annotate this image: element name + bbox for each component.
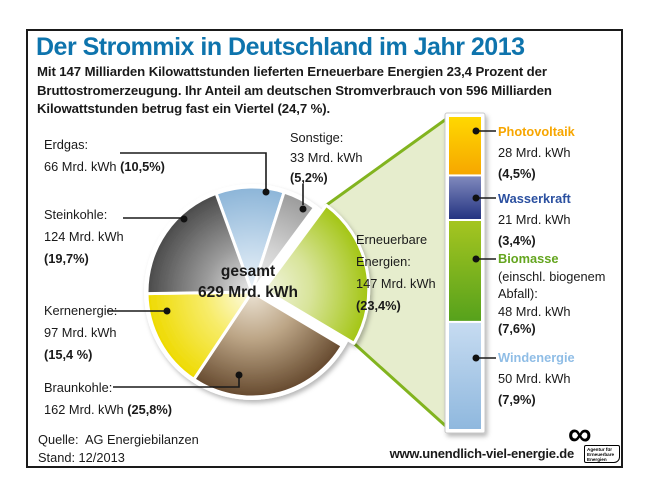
pie-slice-erneuerbare — [262, 203, 371, 345]
label-kernenergie-value: 97 Mrd. kWh — [44, 325, 117, 340]
label-erneuerbare-name1: Erneuerbare — [356, 232, 428, 247]
aee-logo-line3: Energien — [587, 457, 607, 463]
label-wasserkraft-pct: (3,4%) — [498, 233, 536, 248]
callout-lines — [107, 127, 496, 388]
aee-logo-line1: Agentur für — [587, 447, 613, 452]
label-biomasse-name: Biomasse — [498, 251, 559, 266]
label-biomasse: Biomasse (einschl. biogenem Abfall): 48 … — [498, 250, 605, 338]
renewables-bar — [444, 112, 486, 434]
pie — [144, 184, 371, 400]
label-biomasse-pct: (7,6%) — [498, 321, 536, 336]
page-title: Der Strommix in Deutschland im Jahr 2013 — [36, 33, 525, 61]
label-sonstige-value: 33 Mrd. kWh — [290, 150, 363, 165]
label-photovoltaik-name: Photovoltaik — [498, 124, 575, 139]
label-photovoltaik-value: 28 Mrd. kWh — [498, 145, 571, 160]
pie-slice-steinkohle — [145, 191, 254, 296]
pie-slice-sonstige — [250, 190, 316, 294]
bar-segment-biomasse — [449, 221, 481, 321]
bar-segment-windenergie — [449, 322, 481, 429]
source-note: Quelle: AG Energiebilanzen Stand: 12/201… — [38, 431, 199, 466]
label-wasserkraft-name: Wasserkraft — [498, 191, 571, 206]
callout-dot — [180, 215, 188, 223]
source-line: Quelle: AG Energiebilanzen — [38, 432, 199, 447]
label-steinkohle-pct: (19,7%) — [44, 251, 89, 266]
label-windenergie-name: Windenergie — [498, 350, 575, 365]
aee-logo-line2: Erneuerbare — [587, 452, 615, 458]
label-sonstige-name: Sonstige: — [290, 130, 344, 145]
label-windenergie-pct: (7,9%) — [498, 392, 536, 407]
label-kernenergie-name: Kernenergie: — [44, 303, 118, 318]
label-biomasse-value: 48 Mrd. kWh — [498, 303, 571, 319]
label-erneuerbare-name2: Energien: — [356, 254, 411, 269]
label-kernenergie-pct: (15,4 %) — [44, 347, 93, 362]
label-sonstige-pct: (5,2%) — [290, 170, 328, 185]
callout-dot — [472, 194, 480, 202]
label-erdgas: Erdgas: 66 Mrd. kWh (10,5%) — [44, 134, 165, 178]
label-braunkohle-name: Braunkohle: — [44, 380, 113, 395]
label-biomasse-note2: Abfall): — [498, 286, 538, 301]
renewables-funnel — [324, 115, 451, 431]
callout-dot — [472, 255, 480, 263]
label-erneuerbare-pct: (23,4%) — [356, 298, 401, 313]
label-sonstige: Sonstige: 33 Mrd. kWh (5,2%) — [290, 128, 363, 188]
label-erneuerbare: Erneuerbare Energien: 147 Mrd. kWh (23,4… — [356, 229, 436, 317]
label-kernenergie: Kernenergie: 97 Mrd. kWh (15,4 %) — [44, 300, 117, 366]
label-braunkohle-pct: (25,8%) — [127, 402, 173, 417]
pie-total-value: 629 Mrd. kWh — [198, 284, 298, 301]
website-url: www.unendlich-viel-energie.de — [389, 446, 575, 461]
callout-dot — [163, 307, 171, 315]
pie-slice-kernenergie — [145, 290, 254, 381]
label-braunkohle: Braunkohle: 162 Mrd. kWh (25,8%) — [44, 377, 172, 421]
label-windenergie: Windenergie 50 Mrd. kWh (7,9%) — [498, 347, 575, 410]
bar-segment-photovoltaik — [449, 117, 481, 175]
callout-dot — [235, 371, 243, 379]
label-steinkohle-name: Steinkohle: — [44, 207, 108, 222]
label-windenergie-value: 50 Mrd. kWh — [498, 371, 571, 386]
infinity-icon: ∞ — [568, 415, 592, 452]
label-erneuerbare-value: 147 Mrd. kWh — [356, 276, 436, 291]
label-steinkohle: Steinkohle: 124 Mrd. kWh (19,7%) — [44, 204, 124, 270]
pie-total-caption: gesamt — [220, 263, 276, 280]
callout-dot — [262, 188, 270, 196]
aee-logo-box: Agentur für Erneuerbare Energien — [584, 445, 620, 463]
label-photovoltaik: Photovoltaik 28 Mrd. kWh (4,5%) — [498, 121, 575, 184]
label-wasserkraft: Wasserkraft 21 Mrd. kWh (3,4%) — [498, 188, 571, 251]
callout-dot — [299, 205, 307, 213]
content-frame — [26, 29, 623, 468]
label-braunkohle-value: 162 Mrd. kWh — [44, 402, 128, 417]
label-erdgas-name: Erdgas: — [44, 137, 89, 152]
intro-text: Mit 147 Milliarden Kilowattstunden liefe… — [37, 64, 552, 116]
status-line: Stand: 12/2013 — [38, 449, 125, 465]
label-erdgas-pct: (10,5%) — [120, 159, 165, 174]
label-steinkohle-value: 124 Mrd. kWh — [44, 229, 124, 244]
callout-dot — [472, 127, 480, 135]
label-erdgas-value: 66 Mrd. kWh — [44, 159, 121, 174]
aee-logo: ∞ Agentur für Erneuerbare Energien — [566, 415, 622, 467]
label-photovoltaik-pct: (4,5%) — [498, 166, 536, 181]
label-wasserkraft-value: 21 Mrd. kWh — [498, 212, 571, 227]
label-biomasse-note1: (einschl. biogenem — [498, 268, 606, 284]
callout-dot — [472, 354, 480, 362]
pie-total-label: gesamt 629 Mrd. kWh — [160, 261, 336, 303]
